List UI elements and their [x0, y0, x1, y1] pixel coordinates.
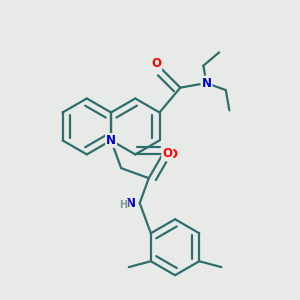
Text: O: O: [162, 147, 172, 160]
Text: N: N: [106, 134, 116, 147]
Text: N: N: [126, 196, 136, 210]
Text: N: N: [201, 76, 212, 89]
Text: O: O: [167, 148, 177, 161]
Text: O: O: [151, 57, 161, 70]
Text: H: H: [119, 200, 128, 209]
